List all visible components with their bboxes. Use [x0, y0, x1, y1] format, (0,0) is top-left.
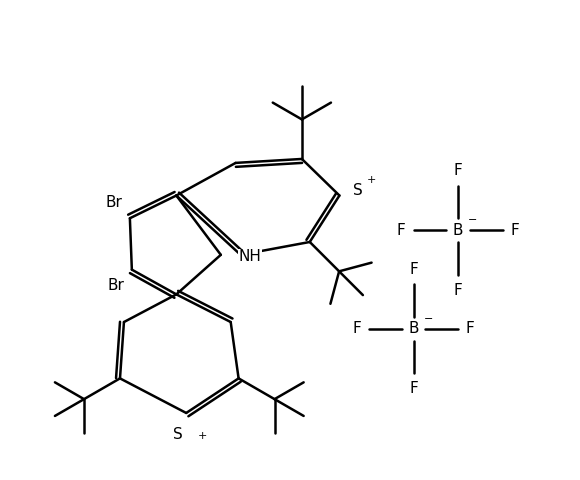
Text: +: + — [367, 175, 376, 185]
Text: +: + — [198, 431, 208, 441]
Text: B: B — [453, 223, 463, 238]
Text: F: F — [466, 322, 474, 336]
Text: −: − — [423, 314, 433, 324]
Text: F: F — [397, 223, 405, 238]
Text: F: F — [353, 322, 361, 336]
Text: F: F — [454, 163, 462, 178]
Text: S: S — [173, 427, 183, 442]
Text: F: F — [454, 283, 462, 298]
Text: NH: NH — [238, 249, 262, 264]
Text: F: F — [409, 262, 418, 276]
Text: S: S — [353, 183, 363, 198]
Text: Br: Br — [105, 195, 122, 210]
Text: F: F — [510, 223, 519, 238]
Text: Br: Br — [107, 277, 124, 293]
Text: B: B — [408, 322, 419, 336]
Text: F: F — [409, 381, 418, 396]
Text: −: − — [468, 215, 477, 225]
